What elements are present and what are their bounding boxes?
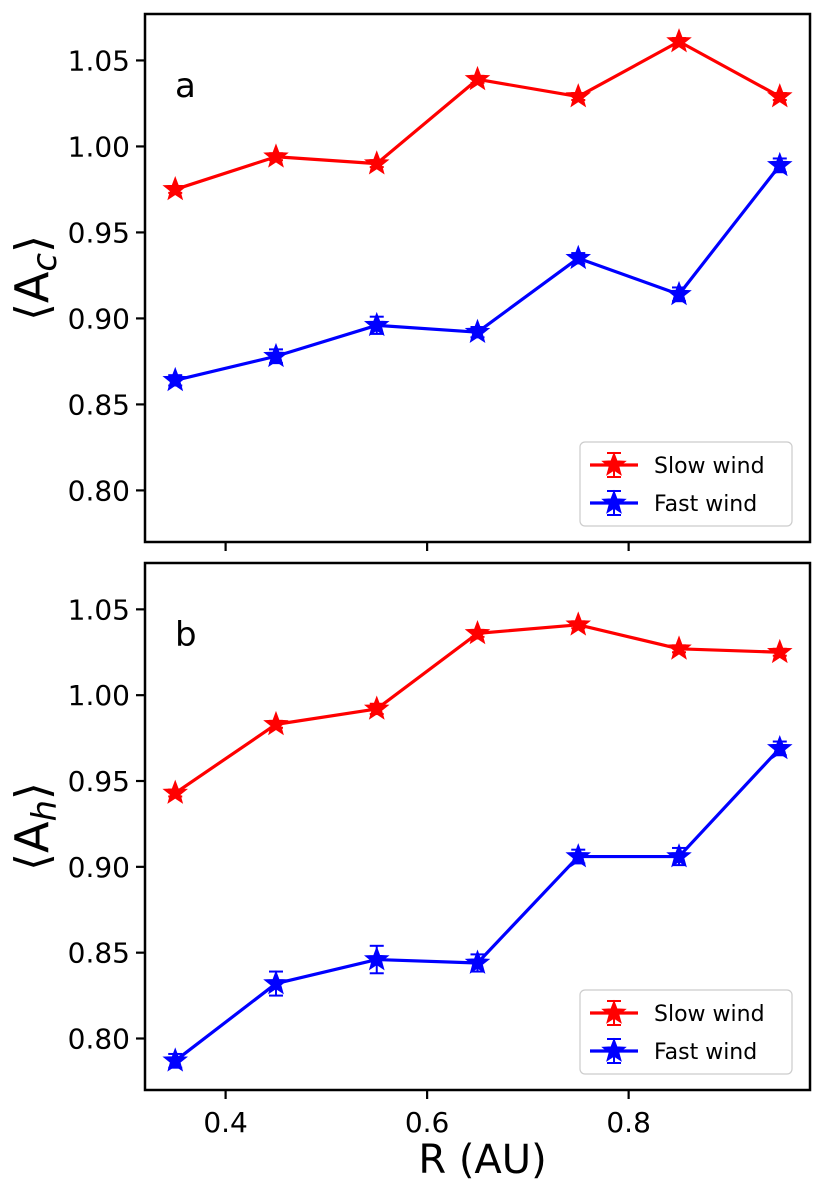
data-point-star [363, 946, 390, 971]
data-point-star [263, 710, 289, 736]
data-point-star [666, 843, 692, 868]
legend-label: Fast wind [654, 1040, 757, 1065]
y-axis-title-close: ⟩ [5, 782, 59, 800]
data-point-star [162, 366, 188, 392]
legend-label: Fast wind [654, 492, 757, 517]
y-tick-label: 0.85 [68, 937, 130, 970]
x-tick-label: 0.8 [606, 1106, 651, 1139]
legend-label: Slow wind [654, 454, 765, 479]
data-point-star [464, 318, 491, 344]
y-tick-label: 0.85 [68, 388, 130, 421]
data-point-star [565, 83, 592, 108]
y-tick-label: 0.95 [68, 765, 130, 798]
data-point-star [363, 150, 390, 175]
legend: Slow wind Fast wind [579, 441, 793, 527]
data-point-star [162, 176, 188, 201]
data-point-star [666, 635, 692, 660]
legend-frame [579, 441, 793, 527]
series-fast-wind [162, 151, 793, 392]
data-point-star [767, 83, 793, 108]
plot-frame [143, 561, 812, 1092]
x-tick-label: 0.6 [405, 1106, 450, 1139]
series-line [174, 623, 780, 795]
y-axis-title: ⟨Ac⟩ [5, 235, 65, 321]
legend-label: Slow wind [654, 1002, 765, 1027]
data-point-star [767, 151, 793, 177]
data-point-star [666, 28, 692, 53]
y-tick-label: 0.90 [68, 302, 130, 335]
panel-a: 0.80 0.85 0.90 0.95 1.00 1.05 ⟨Ac⟩ a Slow wind Fa… [5, 12, 812, 551]
legend-marker-star [601, 1037, 627, 1062]
legend: Slow wind Fast wind [579, 989, 793, 1075]
legend-marker-star [601, 999, 627, 1024]
legend-marker-star [601, 489, 627, 514]
y-tick-label: 1.05 [68, 44, 130, 77]
data-point-star [464, 619, 491, 645]
data-point-star [263, 342, 289, 368]
data-point-star [464, 949, 491, 974]
legend-marker-star [601, 451, 627, 476]
y-tick-label: 0.90 [68, 851, 130, 884]
panel-label: a [175, 66, 196, 106]
data-point-star [162, 779, 188, 804]
y-axis-title-main: ⟨A [5, 821, 59, 871]
data-point-star [565, 244, 592, 270]
panel-label: b [175, 615, 197, 655]
y-axis-title-main: ⟨A [5, 271, 59, 321]
y-tick-label: 1.00 [68, 130, 130, 163]
data-point-star [263, 970, 289, 995]
data-point-star [666, 280, 692, 306]
data-point-star [767, 638, 793, 664]
x-axis-title: R (AU) [418, 1137, 546, 1183]
data-point-star [263, 143, 289, 168]
plot-frame [143, 12, 812, 544]
panel-b: 0.80 0.85 0.90 0.95 1.00 1.05 0.4 0.6 0.8 R (AU) ⟨… [5, 561, 812, 1183]
y-tick-label: 0.95 [68, 216, 130, 249]
y-tick-label: 1.05 [68, 593, 130, 626]
data-point-star [565, 843, 592, 868]
y-axis-title-subscript: c [25, 253, 65, 272]
series-fast-wind [162, 734, 793, 1072]
legend-frame [579, 989, 793, 1075]
y-axis-title-subscript: h [25, 800, 65, 822]
data-point-star [464, 65, 491, 91]
series-slow-wind [162, 611, 793, 804]
y-axis-title-close: ⟩ [5, 235, 59, 253]
data-point-star [363, 311, 390, 337]
y-axis-title: ⟨Ah⟩ [5, 782, 65, 871]
y-tick-label: 0.80 [68, 1023, 130, 1056]
y-tick-label: 1.00 [68, 679, 130, 712]
data-point-star [162, 1047, 188, 1072]
series-slow-wind [162, 28, 793, 201]
series-line [174, 164, 782, 382]
data-point-star [363, 695, 390, 720]
x-tick-label: 0.4 [203, 1106, 248, 1139]
y-tick-label: 0.80 [68, 474, 130, 507]
data-point-star [565, 611, 592, 636]
series-line [174, 39, 781, 191]
data-point-star [767, 734, 793, 760]
